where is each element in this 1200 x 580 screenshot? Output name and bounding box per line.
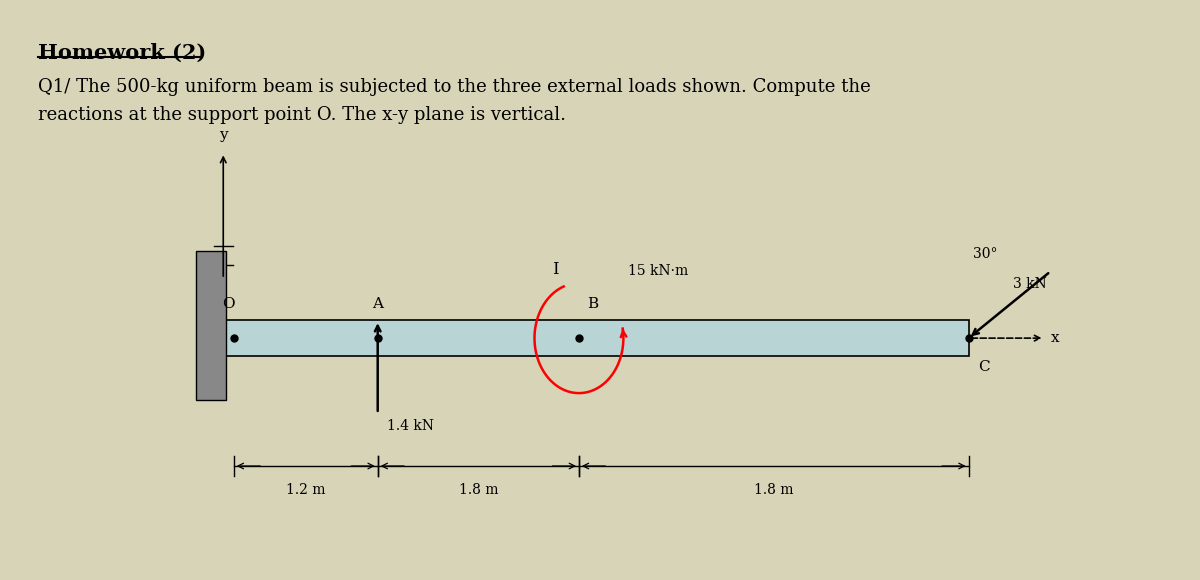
Text: 30°: 30° [973, 248, 997, 262]
Text: 1.8 m: 1.8 m [754, 483, 793, 496]
Bar [197, 252, 226, 400]
Text: y: y [218, 128, 228, 142]
Text: 1.8 m: 1.8 m [458, 483, 498, 496]
Text: Homework (2): Homework (2) [38, 42, 206, 63]
Text: reactions at the support point O. The x-y plane is vertical.: reactions at the support point O. The x-… [38, 106, 566, 124]
Text: x: x [1050, 331, 1060, 345]
Text: 1.2 m: 1.2 m [286, 483, 325, 496]
Text: C: C [978, 360, 990, 374]
Text: O: O [222, 297, 234, 311]
Text: I: I [552, 260, 559, 277]
Text: Q1/ The 500-kg uniform beam is subjected to the three external loads shown. Comp: Q1/ The 500-kg uniform beam is subjected… [38, 78, 871, 96]
Text: 3 kN: 3 kN [1013, 277, 1046, 291]
Text: A: A [372, 297, 383, 311]
Bar [226, 320, 968, 356]
Text: 1.4 kN: 1.4 kN [388, 419, 434, 433]
Text: B: B [588, 297, 599, 311]
Text: 15 kN·m: 15 kN·m [628, 264, 689, 278]
